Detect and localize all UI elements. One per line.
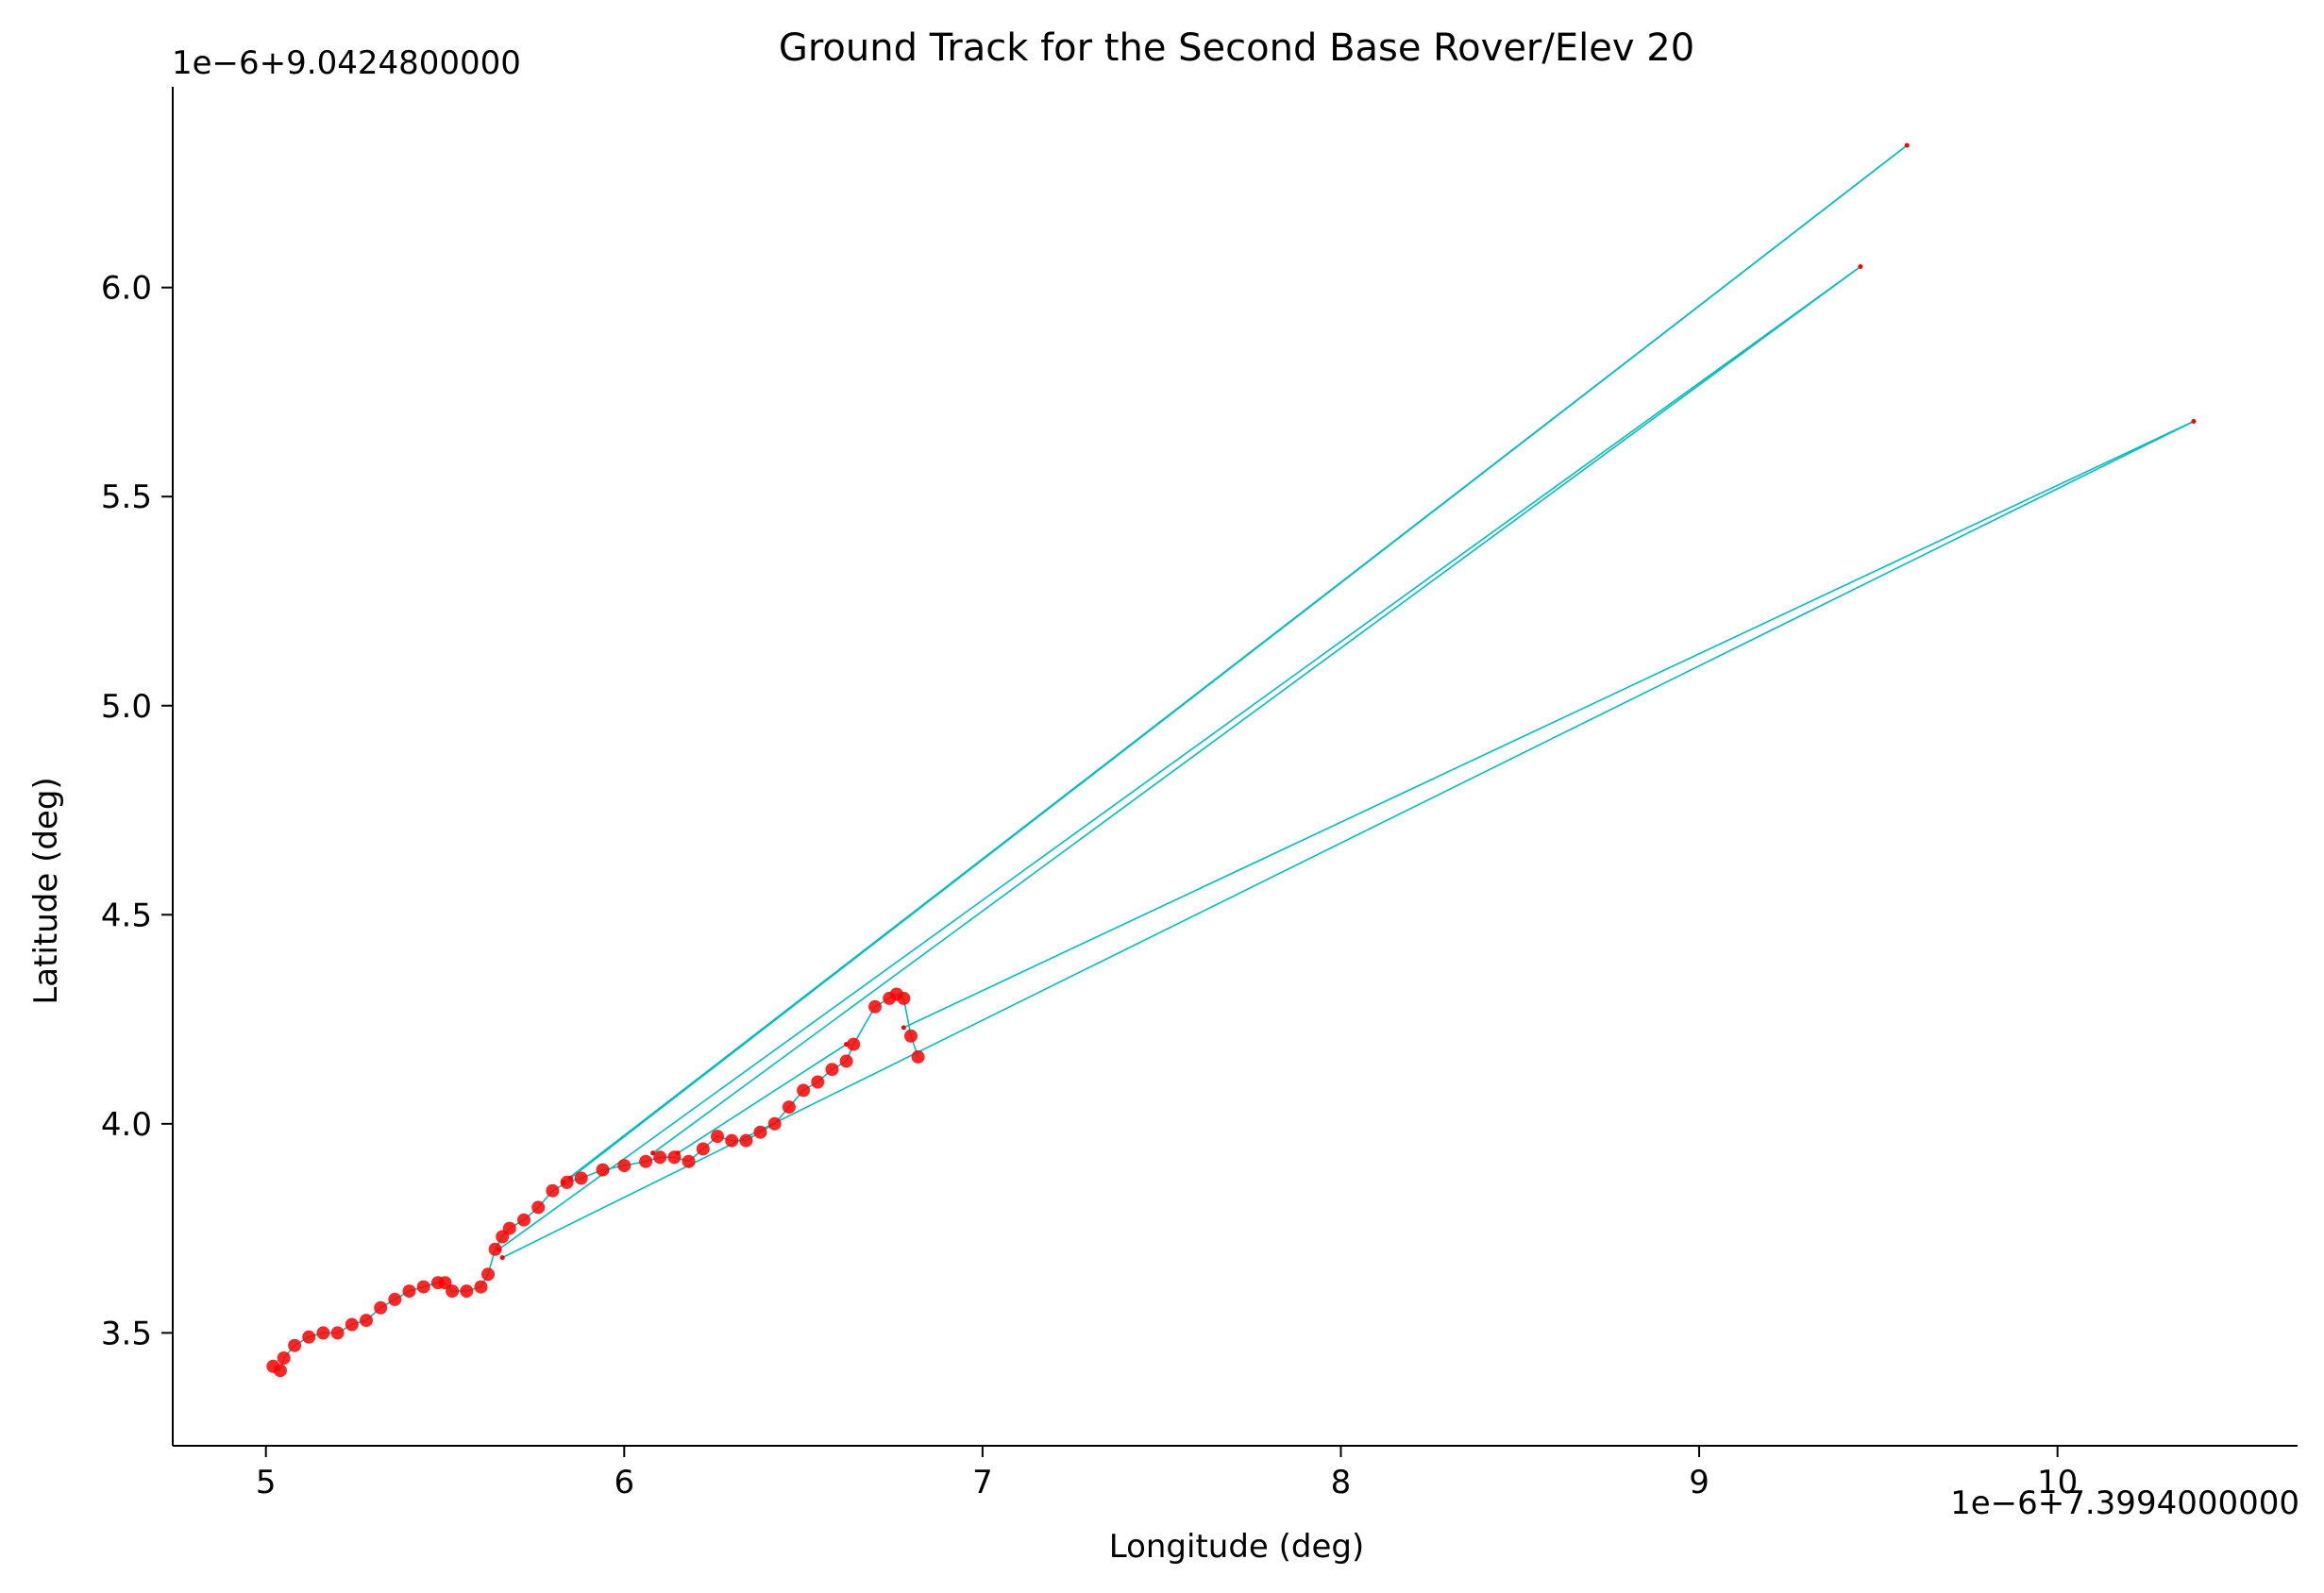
track-point-8	[360, 1314, 373, 1328]
track-point-3	[288, 1338, 302, 1352]
y-axis-label: Latitude (deg)	[27, 777, 65, 1004]
track-point-11	[402, 1284, 416, 1299]
y-tick-label-2: 4.5	[101, 897, 152, 934]
x-tick-label-4: 9	[1689, 1464, 1709, 1501]
track-point-38	[767, 1116, 782, 1131]
x-tick-label-0: 5	[256, 1464, 277, 1501]
y-tick-label-3: 5.0	[101, 688, 152, 726]
track-point-6	[330, 1326, 345, 1340]
x-tick-label-1: 6	[614, 1464, 634, 1501]
outlier-point-5-1	[901, 1025, 906, 1031]
y-tick-label-5: 6.0	[101, 270, 152, 308]
track-point-34	[711, 1130, 724, 1144]
track-point-44	[847, 1037, 861, 1051]
plot-area	[266, 143, 2197, 1378]
track-point-21	[502, 1221, 516, 1235]
track-point-17	[474, 1280, 488, 1294]
track-point-27	[596, 1163, 610, 1177]
outlier-point-4-1	[2191, 419, 2197, 424]
track-point-50	[911, 1049, 925, 1064]
y-tick-label-4: 5.5	[101, 478, 152, 516]
track-point-33	[696, 1142, 710, 1156]
axes: 5 6 7 8 9 10 3.5 4.0 4.5 5.0 5.5 6.0	[101, 87, 2298, 1501]
x-tick-label-2: 7	[972, 1464, 993, 1501]
outlier-segment-1	[563, 144, 1908, 1183]
outlier-segment-6	[677, 1043, 848, 1154]
track-point-19	[488, 1242, 502, 1256]
track-line	[272, 993, 919, 1372]
outlier-point-4-0	[499, 1255, 505, 1261]
track-point-12	[416, 1280, 430, 1294]
outlier-point-0-0	[567, 1175, 573, 1181]
track-point-43	[839, 1054, 853, 1068]
track-point-2	[277, 1351, 291, 1365]
y-tick-label-1: 4.0	[101, 1106, 152, 1144]
track-point-23	[531, 1200, 546, 1215]
track-point-37	[753, 1125, 767, 1139]
outlier-point-0-1	[1904, 143, 1910, 148]
track-point-29	[639, 1154, 653, 1168]
outlier-segment-4	[501, 420, 2195, 1259]
outlier-segment-5	[903, 420, 2195, 1029]
track-point-28	[617, 1159, 632, 1173]
track-point-41	[811, 1075, 825, 1089]
track-point-15	[446, 1284, 460, 1299]
outlier-point-2-0	[650, 1150, 656, 1156]
chart-title: Ground Track for the Second Base Rover/E…	[779, 26, 1694, 70]
track-point-42	[825, 1063, 839, 1077]
x-tick-label-5: 10	[2037, 1464, 2078, 1501]
x-offset-text: 1e−6+7.3994000000	[1950, 1484, 2299, 1522]
track-point-5	[316, 1326, 330, 1340]
track-point-9	[374, 1300, 388, 1315]
track-point-30	[653, 1150, 667, 1165]
track-point-39	[782, 1100, 796, 1115]
outlier-point-2-1	[1858, 264, 1863, 269]
track-point-26	[574, 1171, 588, 1185]
x-tick-label-3: 8	[1331, 1464, 1352, 1501]
track-point-16	[460, 1284, 474, 1299]
outlier-point-3-1	[496, 1247, 501, 1252]
track-point-4	[302, 1330, 316, 1344]
track-point-36	[739, 1133, 753, 1148]
x-axis-label: Longitude (deg)	[1109, 1528, 1365, 1566]
track-point-18	[481, 1267, 495, 1282]
track-point-24	[546, 1183, 560, 1198]
track-point-40	[797, 1083, 811, 1098]
y-tick-label-0: 3.5	[101, 1315, 152, 1352]
track-point-10	[388, 1292, 402, 1306]
track-point-48	[897, 991, 911, 1005]
track-point-49	[904, 1029, 918, 1043]
track-point-1	[273, 1364, 287, 1378]
track-point-7	[345, 1317, 359, 1332]
outlier-segment-2	[652, 265, 1861, 1154]
track-point-45	[868, 999, 882, 1014]
outlier-point-6-0	[675, 1150, 681, 1156]
track-point-32	[682, 1154, 696, 1168]
outlier-point-6-1	[844, 1042, 850, 1048]
track-point-22	[517, 1213, 530, 1227]
track-point-35	[725, 1133, 739, 1148]
outlier-point-1-1	[561, 1180, 566, 1185]
outlier-segment-3	[497, 265, 1861, 1250]
y-offset-text: 1e−6+9.0424800000	[172, 44, 521, 82]
